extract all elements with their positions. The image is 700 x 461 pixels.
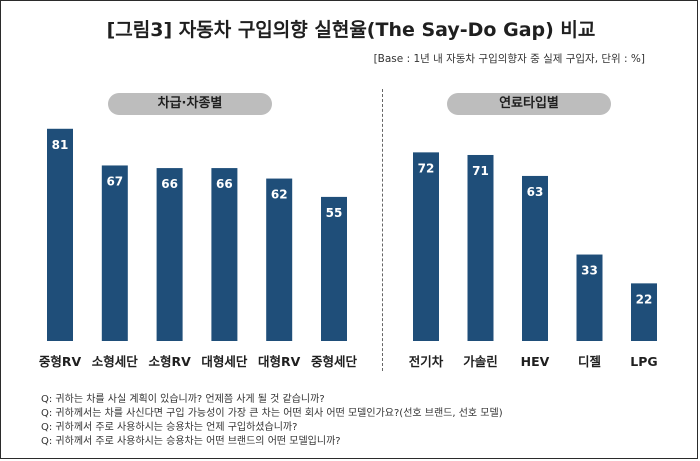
question-line: Q: 귀하께서는 차를 사신다면 구입 가능성이 가장 큰 차는 어떤 회사 어… bbox=[41, 408, 503, 419]
bar-1-2 bbox=[522, 175, 548, 341]
bar-0-4 bbox=[266, 178, 293, 341]
data-label: 62 bbox=[271, 188, 288, 202]
bar-1-4 bbox=[631, 283, 657, 341]
category-label: 가솔린 bbox=[463, 354, 498, 369]
bar-0-0 bbox=[47, 128, 73, 341]
panel-divider bbox=[382, 89, 383, 371]
data-label: 63 bbox=[527, 185, 544, 199]
bar-0-1 bbox=[101, 165, 128, 341]
category-label: 소형세단 bbox=[92, 354, 139, 369]
question-line: Q: 귀하께서 주로 사용하시는 승용차는 어떤 브랜드의 어떤 모델입니까? bbox=[41, 436, 341, 447]
category-label: HEV bbox=[521, 354, 550, 369]
question-notes: Q: 귀하는 차를 사실 계획이 있습니까? 언제쯤 사게 될 것 같습니까? … bbox=[41, 393, 503, 449]
group-label-vehicle-class: 차급·차종별 bbox=[108, 93, 272, 115]
data-label: 55 bbox=[326, 206, 343, 220]
data-label: 81 bbox=[52, 138, 69, 152]
chart-title: [그림3] 자동차 구입의향 실현율(The Say-Do Gap) 비교 bbox=[106, 19, 596, 41]
question-line: Q: 귀하께서 주로 사용하시는 승용차는 언제 구입하셨습니까? bbox=[41, 422, 298, 433]
category-label: 중형RV bbox=[39, 354, 82, 369]
bar-0-2 bbox=[156, 168, 183, 341]
data-label: 66 bbox=[161, 177, 178, 191]
bar-1-1 bbox=[467, 154, 494, 341]
data-label: 71 bbox=[472, 164, 489, 178]
category-label: 소형RV bbox=[148, 354, 191, 369]
category-label: 디젤 bbox=[578, 354, 601, 369]
category-label: 대형RV bbox=[258, 354, 301, 369]
question-line: Q: 귀하는 차를 사실 계획이 있습니까? 언제쯤 사게 될 것 같습니까? bbox=[41, 394, 325, 405]
data-label: 66 bbox=[216, 177, 233, 191]
bar-0-3 bbox=[211, 168, 238, 341]
category-label: 전기차 bbox=[409, 354, 444, 369]
data-label: 33 bbox=[581, 264, 598, 278]
bar-1-3 bbox=[576, 254, 603, 341]
data-label: 72 bbox=[418, 161, 435, 175]
base-note: [Base : 1년 내 자동차 구입의향자 중 실제 구입자, 단위 : %] bbox=[373, 53, 645, 65]
bar-1-0 bbox=[413, 152, 439, 341]
group-label-fuel-type: 연료타입별 bbox=[447, 93, 611, 115]
category-label: 중형세단 bbox=[311, 354, 358, 369]
category-label: LPG bbox=[630, 354, 657, 369]
category-label: 대형세단 bbox=[201, 354, 248, 369]
data-label: 22 bbox=[636, 292, 653, 306]
bar-0-5 bbox=[321, 196, 347, 341]
data-label: 67 bbox=[106, 174, 123, 188]
